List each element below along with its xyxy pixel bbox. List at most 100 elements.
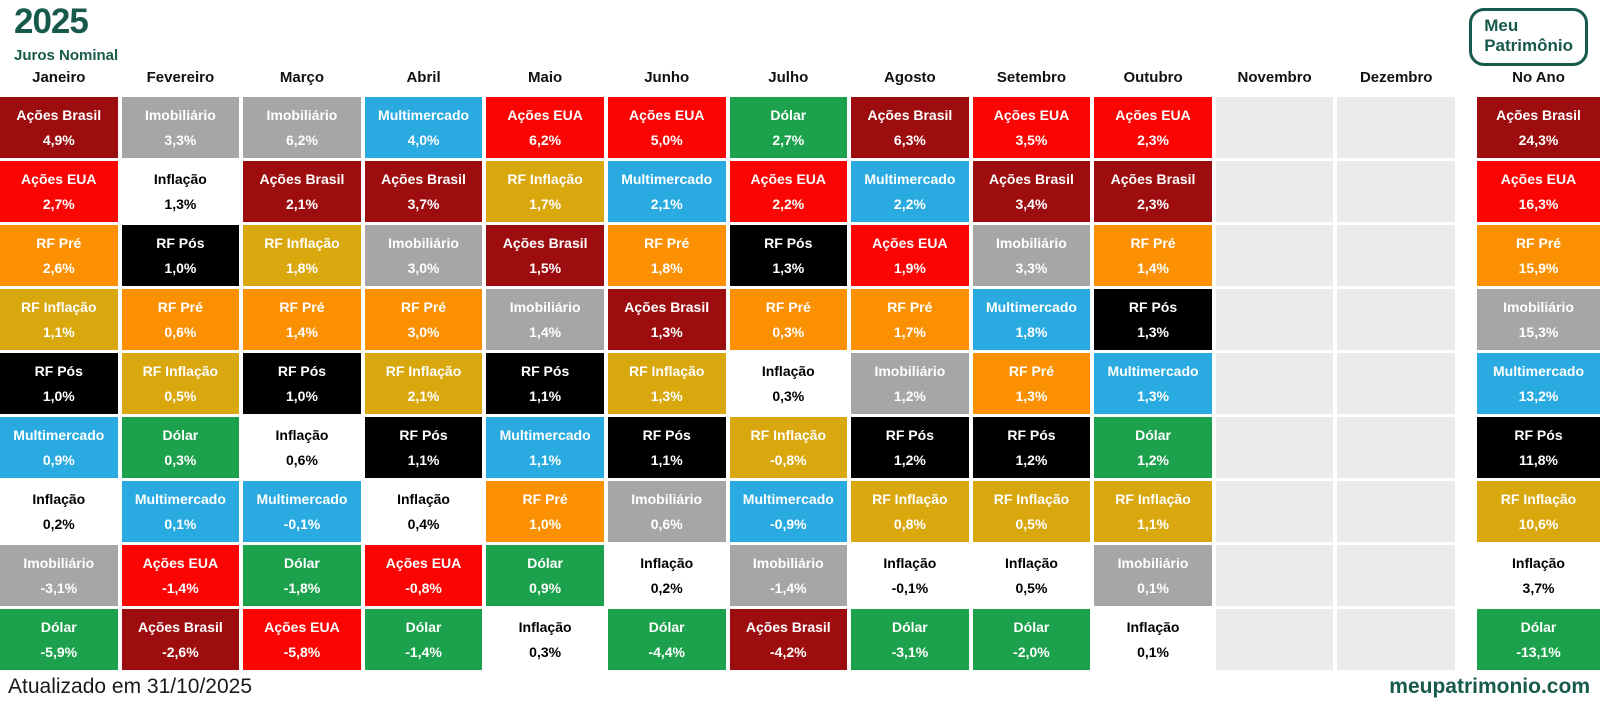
asset-label: RF Pré — [157, 298, 203, 315]
return-tile-abril-dolar: Dólar -1,4% — [364, 609, 483, 670]
asset-label: RF Pós — [34, 362, 83, 379]
return-value: 1,3% — [650, 387, 683, 404]
return-value: 15,9% — [1518, 259, 1559, 276]
return-tile-julho-acoes-brasil: Ações Brasil -4,2% — [729, 609, 848, 670]
asset-label: RF Inflação — [264, 234, 340, 251]
return-tile-abril-imobiliario: Imobiliário 3,0% — [364, 225, 483, 286]
return-tile-fevereiro-dolar: Dólar 0,3% — [121, 417, 240, 478]
asset-label: Ações EUA — [993, 106, 1070, 123]
return-tile-fevereiro-rf-pos: RF Pós 1,0% — [121, 225, 240, 286]
return-tile-no-ano-inflacao: Inflação 3,7% — [1477, 545, 1600, 606]
return-value: 1,3% — [1015, 387, 1048, 404]
return-tile-maio-rf-inflacao: RF Inflação 1,7% — [486, 161, 604, 222]
return-tile-abril-acoes-eua: Ações EUA -0,8% — [364, 545, 483, 606]
asset-label: Imobiliário — [1503, 298, 1574, 315]
asset-label: Ações EUA — [750, 170, 827, 187]
asset-label: Ações Brasil — [137, 618, 223, 635]
return-value: -1,4% — [162, 579, 199, 596]
return-tile-maio-acoes-eua: Ações EUA 6,2% — [486, 97, 604, 158]
return-tile-maio-rf-pos: RF Pós 1,1% — [486, 353, 604, 414]
return-tile-no-ano-multimercado: Multimercado 13,2% — [1477, 353, 1600, 414]
asset-label: Ações EUA — [21, 170, 97, 187]
return-tile-agosto-rf-pre: RF Pré 1,7% — [851, 289, 969, 350]
return-value: -13,1% — [1516, 643, 1561, 660]
return-value: 16,3% — [1518, 195, 1559, 212]
asset-label: Ações Brasil — [624, 298, 710, 315]
return-tile-janeiro-rf-inflacao: RF Inflação 1,1% — [0, 289, 118, 350]
column-header-novembro: Novembro — [1237, 69, 1312, 86]
return-tile-outubro-imobiliario: Imobiliário 0,1% — [1094, 545, 1212, 606]
asset-label: Dólar — [405, 618, 442, 635]
asset-label: RF Pós — [156, 234, 205, 251]
asset-label: RF Inflação — [1500, 490, 1577, 507]
return-tile-fevereiro-imobiliario: Imobiliário 3,3% — [121, 97, 240, 158]
return-tile-abril-multimercado: Multimercado 4,0% — [364, 97, 483, 158]
return-value: 3,0% — [407, 323, 440, 340]
return-tile-abril-rf-inflacao: RF Inflação 2,1% — [364, 353, 483, 414]
asset-label: RF Pós — [1007, 426, 1056, 443]
asset-label: RF Pré — [522, 490, 568, 507]
asset-label: Multimercado — [134, 490, 226, 507]
return-tile-outubro-rf-pre: RF Pré 1,4% — [1094, 225, 1212, 286]
empty-tile-novembro — [1215, 289, 1334, 350]
asset-label: RF Pré — [887, 298, 933, 315]
return-tile-janeiro-acoes-brasil: Ações Brasil 4,9% — [0, 97, 118, 158]
return-value: 3,7% — [407, 195, 440, 212]
asset-label: RF Inflação — [628, 362, 705, 379]
return-tile-outubro-acoes-brasil: Ações Brasil 2,3% — [1094, 161, 1212, 222]
asset-label: Ações Brasil — [1496, 106, 1581, 123]
asset-label: Dólar — [527, 554, 564, 571]
asset-label: Ações EUA — [264, 618, 340, 635]
page-title: 2025 — [14, 2, 89, 41]
asset-label: RF Pré — [400, 298, 447, 315]
return-tile-agosto-multimercado: Multimercado 2,2% — [851, 161, 969, 222]
column-header-dezembro: Dezembro — [1359, 69, 1433, 86]
asset-label: RF Inflação — [750, 426, 827, 443]
column-header-agosto: Agosto — [884, 69, 936, 86]
return-tile-agosto-rf-inflacao: RF Inflação 0,8% — [851, 481, 969, 542]
return-tile-outubro-acoes-eua: Ações EUA 2,3% — [1094, 97, 1212, 158]
column-header-setembro: Setembro — [996, 69, 1067, 86]
return-tile-julho-rf-pre: RF Pré 0,3% — [729, 289, 848, 350]
empty-tile-novembro — [1215, 417, 1334, 478]
column-header-julho: Julho — [768, 69, 809, 86]
meu-patrimonio-logo: Meu Patrimônio — [1469, 8, 1588, 67]
asset-label: Dólar — [1520, 618, 1557, 635]
returns-grid: Ações Brasil 4,9% Ações EUA 2,7% RF Pré 2,6% R… — [0, 97, 1600, 670]
empty-tile-dezembro — [1337, 417, 1455, 478]
asset-label: Imobiliário — [752, 554, 824, 571]
asset-label: RF Pós — [885, 426, 934, 443]
asset-label: RF Inflação — [21, 298, 97, 315]
return-tile-marco-rf-pre: RF Pré 1,4% — [243, 289, 361, 350]
updated-date: Atualizado em 31/10/2025 — [8, 675, 253, 698]
return-value: -1,8% — [283, 579, 321, 596]
asset-label: RF Pós — [1128, 298, 1178, 315]
return-tile-marco-inflacao: Inflação 0,6% — [243, 417, 361, 478]
site-url: meupatrimonio.com — [1389, 675, 1590, 698]
asset-label: Inflação — [883, 554, 937, 571]
return-value: 1,1% — [650, 451, 683, 468]
asset-label: Imobiliário — [996, 234, 1067, 251]
return-value: -1,4% — [405, 643, 442, 660]
column-header-abril: Abril — [406, 69, 441, 86]
asset-label: RF Pré — [765, 298, 811, 315]
return-tile-maio-inflacao: Inflação 0,3% — [486, 609, 604, 670]
empty-tile-dezembro — [1337, 97, 1455, 158]
asset-label: RF Inflação — [872, 490, 948, 507]
return-value: 1,3% — [1137, 387, 1169, 404]
return-tile-marco-acoes-brasil: Ações Brasil 2,1% — [243, 161, 361, 222]
asset-label: RF Pós — [764, 234, 813, 251]
asset-label: RF Pós — [521, 362, 570, 379]
return-tile-marco-acoes-eua: Ações EUA -5,8% — [243, 609, 361, 670]
return-tile-setembro-rf-inflacao: RF Inflação 0,5% — [972, 481, 1091, 542]
return-value: 1,2% — [893, 387, 926, 404]
asset-label: Dólar — [770, 106, 807, 123]
asset-label: Imobiliário — [388, 234, 459, 251]
return-value: 1,8% — [1015, 323, 1048, 340]
asset-label: Ações EUA — [1500, 170, 1577, 187]
asset-label: RF Pré — [36, 234, 82, 251]
asset-label: Ações Brasil — [867, 106, 953, 123]
asset-label: Ações Brasil — [259, 170, 345, 187]
return-value: 1,4% — [285, 323, 318, 340]
return-value: -2,0% — [1013, 643, 1050, 660]
